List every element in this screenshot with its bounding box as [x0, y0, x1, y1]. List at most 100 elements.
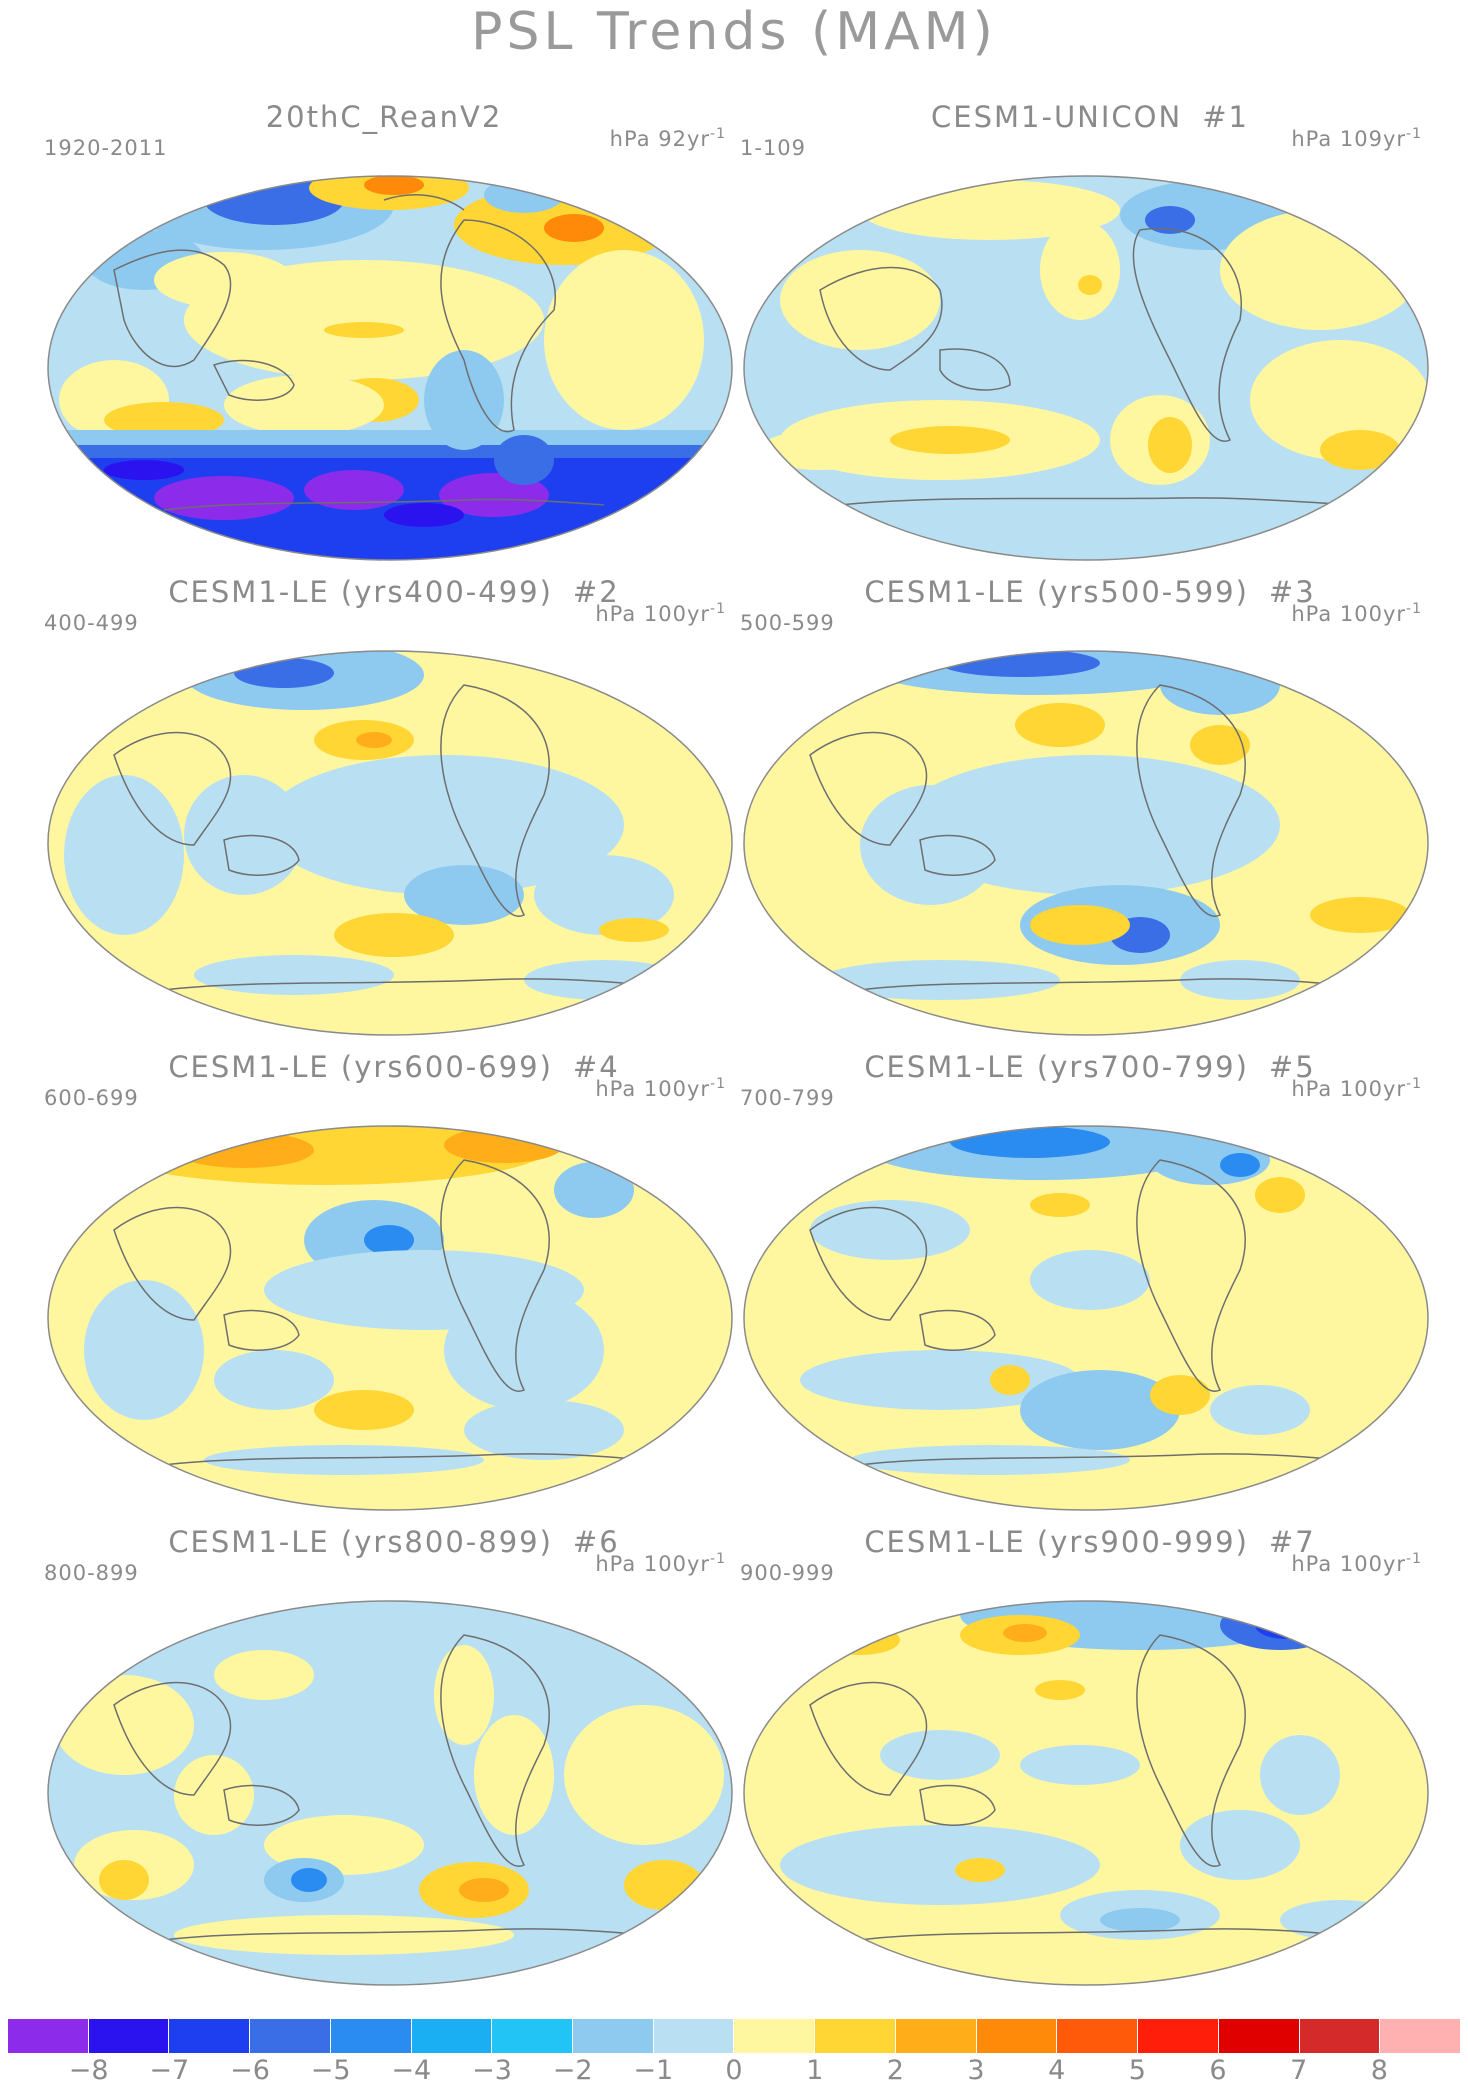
map-panel: CESM1-UNICON #1 1-109 hPa 109yr-1 — [740, 100, 1440, 565]
panel-period: 1920-2011 — [44, 136, 168, 160]
panel-units-text: hPa 100yr — [1291, 1552, 1407, 1576]
colorbar-swatch — [411, 2019, 493, 2053]
map-panel: CESM1-LE (yrs600-699) #4 600-699 hPa 100y… — [44, 1050, 744, 1515]
trend-map — [743, 1125, 1429, 1511]
panel-number: #6 — [572, 1525, 620, 1559]
colorbar-swatch — [815, 2019, 896, 2053]
panel-number: #3 — [1268, 575, 1316, 609]
map-panel: CESM1-LE (yrs900-999) #7 900-999 hPa 100y… — [740, 1525, 1440, 1990]
colorbar-tick-label: 5 — [1128, 2055, 1146, 2086]
colorbar-swatch — [653, 2019, 735, 2053]
colorbar-tick-label: 3 — [967, 2055, 985, 2086]
panel-units-exponent: -1 — [710, 1076, 726, 1092]
panel-number: #2 — [572, 575, 620, 609]
panel-title: CESM1-LE (yrs400-499) #2 — [44, 575, 744, 609]
panel-number: #4 — [572, 1050, 620, 1084]
colorbar-swatch — [895, 2019, 977, 2053]
panel-units: hPa 100yr-1 — [595, 601, 726, 626]
panel-units-text: hPa 100yr — [1291, 602, 1407, 626]
colorbar-tick-label: −2 — [552, 2055, 593, 2086]
colorbar-swatch — [1138, 2019, 1219, 2053]
panel-units-exponent: -1 — [710, 1551, 726, 1567]
panel-units-text: hPa 100yr — [595, 1552, 711, 1576]
trend-map — [743, 1600, 1429, 1986]
colorbar-swatch — [573, 2019, 654, 2053]
map-panel: CESM1-LE (yrs400-499) #2 400-499 hPa 100y… — [44, 575, 744, 1040]
panel-period: 400-499 — [44, 611, 139, 635]
panel-units: hPa 100yr-1 — [595, 1076, 726, 1101]
panel-title: CESM1-LE (yrs600-699) #4 — [44, 1050, 744, 1084]
trend-map — [47, 1600, 733, 1986]
trend-map — [47, 650, 733, 1036]
colorbar-swatch — [1057, 2019, 1139, 2053]
panel-units-text: hPa 100yr — [595, 602, 711, 626]
panel-units-text: hPa 100yr — [595, 1077, 711, 1101]
colorbar — [8, 2019, 1460, 2053]
colorbar-tick-label: 8 — [1370, 2055, 1388, 2086]
colorbar-tick-label: 4 — [1048, 2055, 1066, 2086]
colorbar-tick-label: −4 — [391, 2055, 432, 2086]
trend-map — [743, 175, 1429, 561]
colorbar-tick-label: −6 — [230, 2055, 270, 2086]
map-panel: 20thC_ReanV2 1920-2011 hPa 92yr-1 — [44, 100, 744, 565]
colorbar-tick-label: 7 — [1290, 2055, 1308, 2086]
panel-title-text: CESM1-LE (yrs500-599) — [864, 575, 1249, 609]
colorbar-tick-label: 6 — [1209, 2055, 1227, 2086]
panel-units-exponent: -1 — [1406, 126, 1422, 142]
panel-title: CESM1-LE (yrs500-599) #3 — [740, 575, 1440, 609]
colorbar-swatch — [1218, 2019, 1300, 2053]
panel-title-text: CESM1-LE (yrs600-699) — [168, 1050, 553, 1084]
figure-title: PSL Trends (MAM) — [471, 2, 997, 62]
panel-units-text: hPa 109yr — [1291, 127, 1407, 151]
colorbar-swatch — [8, 2019, 89, 2053]
colorbar-swatch — [492, 2019, 574, 2053]
colorbar-swatch — [976, 2019, 1058, 2053]
panel-units: hPa 100yr-1 — [1291, 1551, 1422, 1576]
colorbar-tick-label: 0 — [725, 2055, 743, 2086]
panel-title-text: CESM1-LE (yrs400-499) — [168, 575, 553, 609]
panel-period: 600-699 — [44, 1086, 139, 1110]
map-panel: CESM1-LE (yrs700-799) #5 700-799 hPa 100y… — [740, 1050, 1440, 1515]
colorbar-labels: −8 −7 −6 −5 −4 −3 −2 −1 0 1 2 3 4 5 6 7 8 — [8, 2055, 1460, 2089]
panel-period: 500-599 — [740, 611, 835, 635]
panel-number: #7 — [1268, 1525, 1316, 1559]
panel-period: 800-899 — [44, 1561, 139, 1585]
panel-units: hPa 100yr-1 — [1291, 1076, 1422, 1101]
trend-map — [47, 1125, 733, 1511]
panel-title: CESM1-UNICON #1 — [740, 100, 1440, 134]
colorbar-swatch — [169, 2019, 251, 2053]
panel-period: 1-109 — [740, 136, 807, 160]
panel-number: #1 — [1202, 100, 1249, 134]
panel-title: CESM1-LE (yrs700-799) #5 — [740, 1050, 1440, 1084]
trend-map — [47, 175, 733, 561]
colorbar-tick-label: −1 — [633, 2055, 674, 2086]
map-panel: CESM1-LE (yrs500-599) #3 500-599 hPa 100y… — [740, 575, 1440, 1040]
colorbar-tick-label: −5 — [310, 2055, 351, 2086]
panel-units-text: hPa 100yr — [1291, 1077, 1407, 1101]
colorbar-swatch — [330, 2019, 412, 2053]
colorbar-tick-label: −8 — [68, 2055, 109, 2086]
panel-number: #5 — [1268, 1050, 1316, 1084]
panel-units-exponent: -1 — [1406, 1076, 1422, 1092]
panel-units: hPa 109yr-1 — [1291, 126, 1422, 151]
panel-units-text: hPa 92yr — [609, 127, 711, 151]
colorbar-swatch — [734, 2019, 816, 2053]
panel-title: CESM1-LE (yrs800-899) #6 — [44, 1525, 744, 1559]
panel-title: CESM1-LE (yrs900-999) #7 — [740, 1525, 1440, 1559]
panel-period: 700-799 — [740, 1086, 835, 1110]
panel-units: hPa 100yr-1 — [595, 1551, 726, 1576]
panel-units: hPa 100yr-1 — [1291, 601, 1422, 626]
colorbar-swatch — [1299, 2019, 1381, 2053]
colorbar-tick-label: −7 — [149, 2055, 190, 2086]
trend-map — [743, 650, 1429, 1036]
panel-units-exponent: -1 — [1406, 601, 1422, 617]
panel-units: hPa 92yr-1 — [610, 126, 726, 151]
panel-title-text: CESM1-LE (yrs900-999) — [864, 1525, 1249, 1559]
colorbar-swatch — [88, 2019, 170, 2053]
panel-title-text: 20thC_ReanV2 — [265, 100, 503, 134]
map-panel: CESM1-LE (yrs800-899) #6 800-899 hPa 100y… — [44, 1525, 744, 1990]
panel-period: 900-999 — [740, 1561, 835, 1585]
colorbar-tick-label: 2 — [886, 2055, 904, 2086]
colorbar-tick-label: −3 — [472, 2055, 512, 2086]
colorbar-swatch — [250, 2019, 331, 2053]
